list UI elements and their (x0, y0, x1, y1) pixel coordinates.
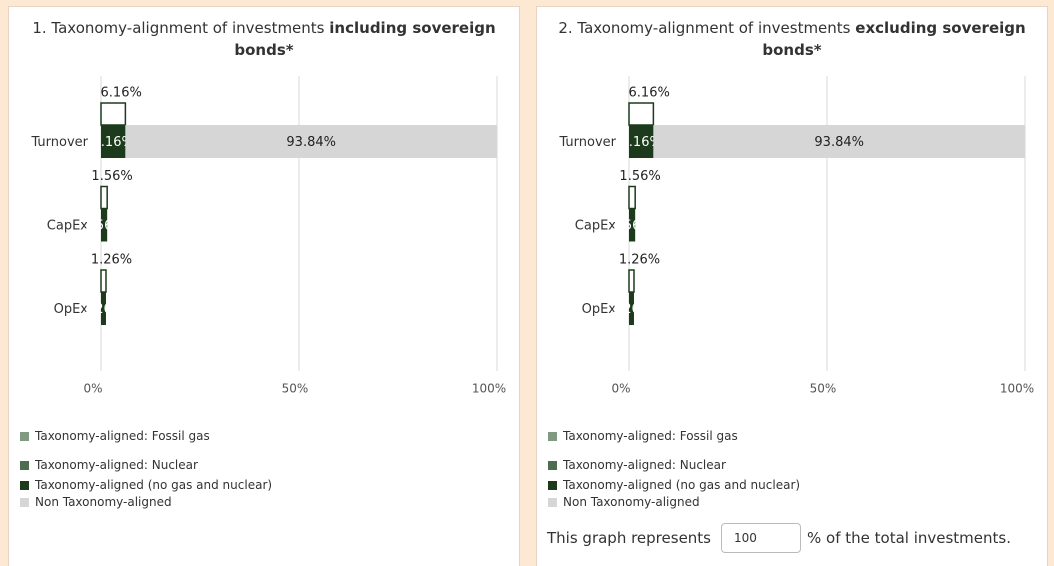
legend-swatch (548, 460, 557, 470)
percent-input[interactable]: 100 (721, 523, 801, 553)
bar-value-label: 6.16% (93, 135, 134, 150)
legend-item: Taxonomy-aligned: Fossil gas (548, 429, 738, 443)
total-label: 6.16% (629, 86, 670, 101)
legend-label: Non Taxonomy-aligned (35, 495, 172, 509)
total-label: 1.56% (91, 169, 132, 184)
bar-value-label: 6.16% (621, 135, 662, 150)
total-outline (100, 102, 127, 126)
legend-swatch (20, 497, 29, 507)
total-outline (628, 185, 636, 210)
total-label: 1.56% (619, 169, 660, 184)
legend-label: Taxonomy-aligned: Nuclear (35, 458, 198, 472)
bar-value-label: 1.26% (83, 302, 124, 317)
title-text: 2. Taxonomy-alignment of investments (558, 19, 851, 37)
bar-value-label: 1.26% (611, 302, 652, 317)
legend-label: Taxonomy-aligned: Nuclear (563, 458, 726, 472)
legend-swatch (20, 460, 29, 470)
bar-segment (653, 125, 1025, 158)
chart-title: 1. Taxonomy-alignment of investments inc… (23, 17, 505, 61)
total-outline (100, 185, 108, 210)
legend-item: Taxonomy-aligned: Fossil gas (20, 429, 210, 443)
total-label: 1.26% (619, 253, 660, 268)
legend-swatch (548, 431, 557, 441)
legend-label: Taxonomy-aligned: Fossil gas (563, 429, 738, 443)
bar-segment (629, 208, 636, 242)
title-emphasis: excluding sovereign bonds* (762, 19, 1026, 59)
bar-segment (101, 125, 126, 158)
category-label: OpEx (582, 302, 617, 317)
x-tick-label: 100% (1000, 382, 1034, 396)
legend-label: Taxonomy-aligned: Fossil gas (35, 429, 210, 443)
x-tick-label: 0% (83, 382, 102, 396)
x-tick-label: 50% (810, 382, 837, 396)
bar-value-label: 93.84% (814, 135, 864, 150)
legend-swatch (548, 497, 557, 507)
legend-item: Taxonomy-aligned: Nuclear (20, 458, 198, 472)
legend-swatch (548, 480, 557, 490)
total-outline (100, 269, 107, 293)
category-label: Turnover (30, 135, 88, 150)
legend-label: Taxonomy-aligned (no gas and nuclear) (563, 478, 801, 492)
legend-label: Taxonomy-aligned (no gas and nuclear) (35, 478, 273, 492)
total-label: 6.16% (101, 86, 142, 101)
bar-value-label: 1.56% (611, 219, 652, 234)
chart-title: 2. Taxonomy-alignment of investments exc… (551, 17, 1033, 61)
category-label: CapEx (47, 219, 89, 234)
x-tick-label: 100% (472, 382, 506, 396)
bar-segment (629, 125, 654, 158)
legend-item: Taxonomy-aligned: Nuclear (548, 458, 726, 472)
x-tick-label: 0% (611, 382, 630, 396)
note: This graph represents 100 % of the total… (547, 523, 1011, 553)
category-label: OpEx (54, 302, 89, 317)
total-label: 1.26% (91, 253, 132, 268)
bar-segment (125, 125, 497, 158)
legend-item: Taxonomy-aligned (no gas and nuclear) (548, 478, 800, 492)
bar-value-label: 93.84% (286, 135, 336, 150)
total-outline (628, 269, 635, 293)
chart-panel: 0% 50% 100% Turnover 6.16% 6.16% 93.84% CapEx 1.… (8, 6, 520, 566)
chart-panel: 0% 50% 100% Turnover 6.16% 6.16% 93.84% CapEx 1.… (536, 6, 1048, 566)
title-text: 1. Taxonomy-alignment of investments (32, 19, 325, 37)
legend-item: Non Taxonomy-aligned (20, 495, 172, 509)
note-after: % of the total investments. (807, 529, 1011, 547)
legend-swatch (20, 431, 29, 441)
note-before: This graph represents (547, 529, 711, 547)
total-outline (628, 102, 655, 126)
legend-swatch (20, 480, 29, 490)
category-label: CapEx (575, 219, 617, 234)
legend-item: Taxonomy-aligned (no gas and nuclear) (20, 478, 272, 492)
bar-value-label: 1.56% (83, 219, 124, 234)
legend-label: Non Taxonomy-aligned (563, 495, 700, 509)
title-emphasis: including sovereign bonds* (234, 19, 496, 59)
bar-segment (629, 292, 634, 325)
x-tick-label: 50% (282, 382, 309, 396)
category-label: Turnover (558, 135, 616, 150)
bar-segment (101, 208, 108, 242)
bar-segment (101, 292, 106, 325)
legend-item: Non Taxonomy-aligned (548, 495, 700, 509)
